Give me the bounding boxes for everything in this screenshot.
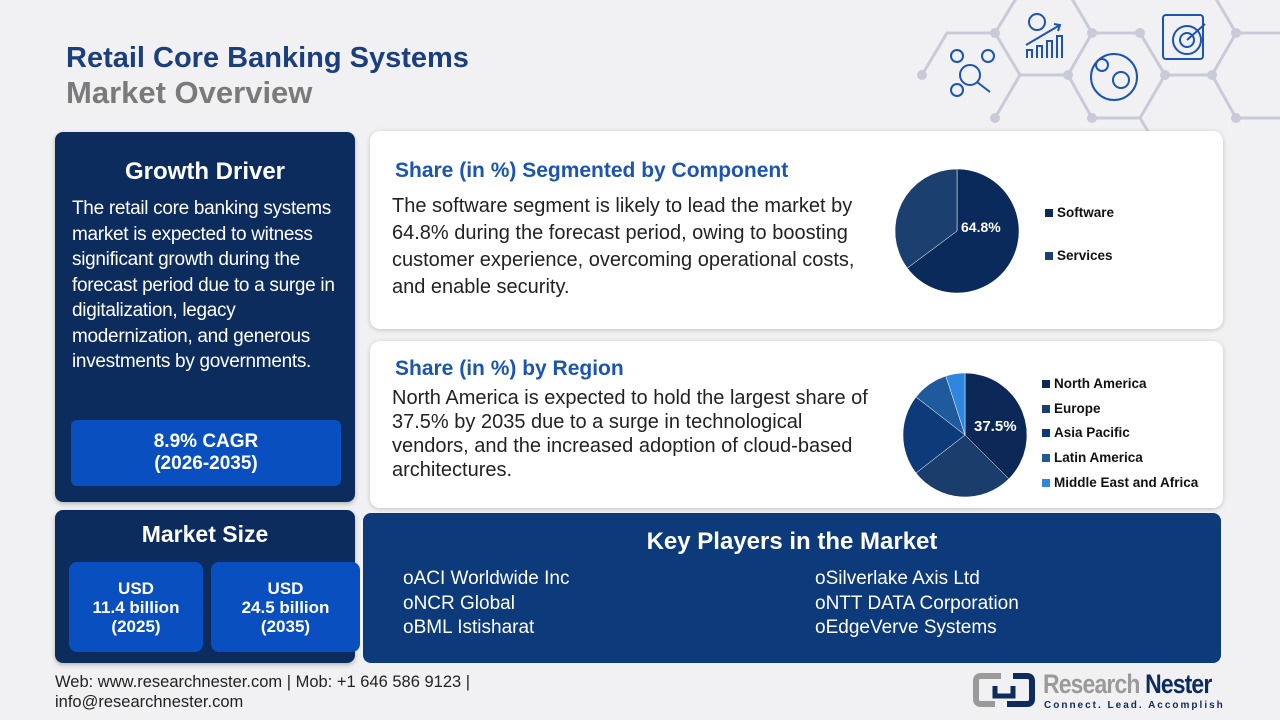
- legend-latin-america: Latin America: [1042, 450, 1143, 466]
- year: (2025): [111, 617, 161, 636]
- region-heading: Share (in %) by Region: [395, 357, 624, 380]
- pie-slice-north-america: [964, 372, 1028, 480]
- key-player: oSilverlake Axis Ltd: [815, 568, 980, 589]
- legend-middle-east-and-africa: Middle East and Africa: [1042, 475, 1198, 491]
- key-player: oNTT DATA Corporation: [815, 592, 1019, 614]
- legend-software: Software: [1045, 205, 1114, 221]
- page-title: Retail Core Banking Systems: [66, 42, 469, 74]
- growth-chart-icon: [1025, 13, 1063, 58]
- pie-slice-europe: [915, 434, 1010, 498]
- key-player: oBML Istisharat: [403, 617, 535, 638]
- cagr-period: (2026-2035): [154, 453, 258, 474]
- network-analysis-icon: [950, 49, 995, 97]
- key-player: oEdgeVerve Systems: [815, 617, 997, 638]
- key-player: oACI Worldwide Inc: [403, 568, 570, 589]
- market-size-2035: USD 24.5 billion (2035): [211, 562, 360, 652]
- market-size-2025: USD 11.4 billion (2025): [69, 562, 203, 652]
- logo-icon: [973, 673, 1035, 707]
- growth-heading: Growth Driver: [124, 158, 286, 185]
- currency: USD: [267, 579, 304, 598]
- hexagon-decoration: [917, 0, 1280, 201]
- cagr-box: 8.9% CAGR (2026-2035): [71, 420, 341, 486]
- component-text: The software segment is likely to lead t…: [392, 195, 855, 298]
- component-card: Share (in %) Segmented by Component The …: [370, 131, 1223, 329]
- region-pie-chart: [902, 372, 1028, 498]
- growth-text: The retail core banking systems market i…: [72, 198, 335, 372]
- market-size-card: Market Size USD 11.4 billion (2025) USD …: [55, 510, 360, 663]
- legend-europe: Europe: [1042, 401, 1101, 417]
- growth-driver-card: Growth Driver The retail core banking sy…: [55, 132, 355, 502]
- pie-slice-services: [894, 168, 958, 269]
- key-players-card: Key Players in the Market oACI Worldwide…: [363, 513, 1221, 663]
- region-text: North America is expected to hold the la…: [392, 387, 868, 481]
- target-clipboard-icon: [1162, 14, 1206, 60]
- market-size-heading: Market Size: [141, 521, 269, 547]
- key-players-heading: Key Players in the Market: [646, 528, 938, 555]
- legend-services: Services: [1045, 248, 1113, 264]
- region-card: Share (in %) by Region North America is …: [370, 341, 1223, 508]
- page-subtitle: Market Overview: [66, 75, 313, 110]
- logo-tagline: Connect. Lead. Accomplish: [1044, 700, 1225, 711]
- year: (2035): [260, 617, 311, 636]
- footer-email: info@researchnester.com: [55, 693, 244, 711]
- pie-label-software: 64.8%: [961, 219, 1001, 235]
- logo-name: Research Nester: [1043, 669, 1212, 699]
- value: 11.4 billion: [92, 598, 180, 617]
- currency: USD: [118, 579, 154, 598]
- cagr-value: 8.9% CAGR: [153, 431, 259, 452]
- pie-slice-middle-east-and-africa: [945, 372, 966, 436]
- footer-contact: Web: www.researchnester.com | Mob: +1 64…: [55, 672, 470, 712]
- pie-slice-asia-pacific: [902, 396, 966, 474]
- legend-asia-pacific: Asia Pacific: [1042, 425, 1130, 441]
- research-nester-logo: Research Nester Connect. Lead. Accomplis…: [973, 670, 1223, 714]
- legend-north-america: North America: [1042, 376, 1147, 392]
- global-commerce-icon: [1090, 53, 1138, 101]
- pie-slice-software: [906, 168, 1020, 294]
- key-player: oNCR Global: [403, 592, 515, 614]
- value: 24.5 billion: [241, 598, 330, 617]
- component-heading: Share (in %) Segmented by Component: [395, 159, 789, 182]
- pie-label-north-america: 37.5%: [974, 418, 1017, 435]
- component-pie-chart: [894, 168, 1020, 294]
- footer-web-phone: Web: www.researchnester.com | Mob: +1 64…: [55, 673, 471, 691]
